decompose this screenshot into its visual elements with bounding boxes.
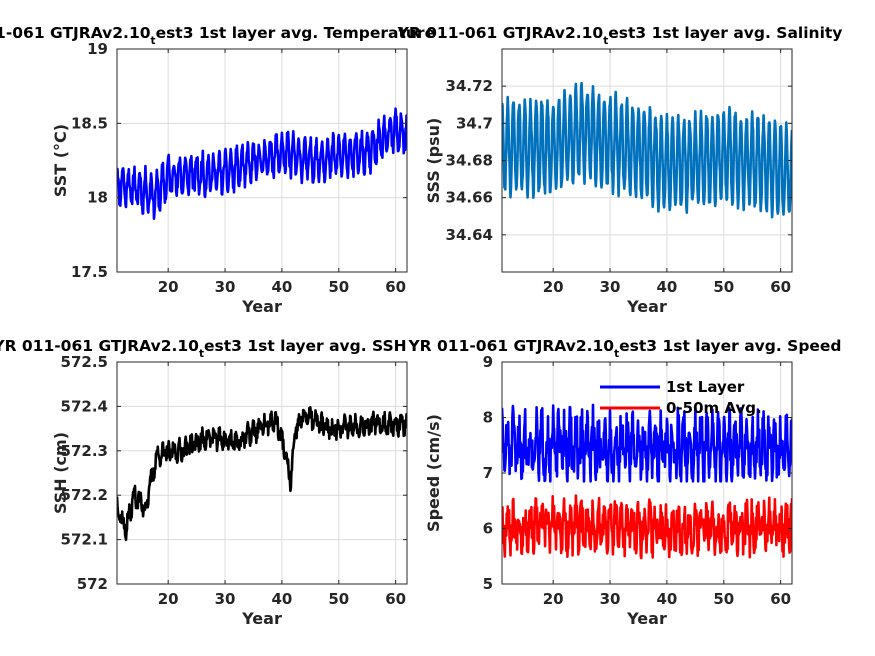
chart-title: YR 011-061 GTJRAv2.10test3 1st layer avg…	[407, 337, 841, 360]
chart-title-main: YR 011-061 GTJRAv2.10	[0, 24, 151, 42]
chart-title-main: YR 011-061 GTJRAv2.10	[407, 337, 614, 355]
series-line-2	[502, 494, 792, 560]
chart-panel-3: 20 30 40 50 60 572 572.1 572.2 572.3 572.4 572.5 Ye…	[0, 337, 408, 628]
chart-panel-2: 20 30 40 50 60 34.64 34.66 34.68 34.7 34.72 Year SS…	[397, 24, 843, 316]
x-tick-label: 40	[656, 278, 677, 296]
y-tick-label: 572.3	[61, 442, 108, 460]
y-tick-label: 9	[483, 353, 493, 371]
x-tick-label: 40	[271, 278, 292, 296]
chart-title-subscript: t	[151, 35, 156, 47]
y-tick-label: 572.2	[61, 486, 108, 504]
x-tick-label: 30	[600, 590, 621, 608]
chart-title-main: YR 011-061 GTJRAv2.10	[0, 337, 199, 355]
y-tick-label: 34.72	[446, 77, 493, 95]
x-tick-label: 30	[215, 278, 236, 296]
plot-area	[117, 362, 407, 584]
y-axis-label: SSS (psu)	[424, 118, 443, 204]
x-tick-label: 60	[770, 590, 791, 608]
y-tick-label: 572.4	[61, 397, 108, 415]
x-tick-label: 40	[271, 590, 292, 608]
y-tick-label: 17.5	[71, 263, 108, 281]
y-tick-label: 34.7	[456, 114, 493, 132]
y-tick-label: 7	[483, 464, 493, 482]
y-tick-label: 34.68	[446, 152, 493, 170]
chart-title-rest: est3 1st layer avg. Temperature	[156, 24, 436, 42]
x-tick-label: 50	[713, 590, 734, 608]
legend-label-2: 0-50m Avg.	[666, 399, 762, 417]
y-axis-label: SST (°C)	[51, 124, 70, 197]
series-line-1	[117, 107, 407, 220]
y-tick-label: 34.64	[446, 226, 493, 244]
y-axis-label: SSH (cm)	[51, 432, 70, 514]
chart-title-subscript: t	[199, 348, 204, 360]
series-line-1	[502, 81, 792, 219]
chart-panel-4: 20 30 40 50 60 5 6 7 8 9 Year Speed (cm/s) YR 011-06…	[407, 337, 841, 628]
chart-title-rest: est3 1st layer avg. SSH	[204, 337, 407, 355]
x-tick-label: 50	[328, 590, 349, 608]
y-tick-label: 18.5	[71, 114, 108, 132]
legend: 1st Layer 0-50m Avg.	[600, 378, 762, 417]
x-axis-label: Year	[626, 297, 667, 316]
x-axis-label: Year	[241, 297, 282, 316]
y-tick-label: 5	[483, 575, 493, 593]
chart-title-rest: est3 1st layer avg. Salinity	[608, 24, 842, 42]
legend-label-1: 1st Layer	[666, 378, 745, 396]
x-tick-label: 20	[543, 590, 564, 608]
y-axis-label: Speed (cm/s)	[424, 414, 443, 532]
series-line-1	[502, 403, 792, 483]
axes-box	[116, 361, 408, 585]
y-tick-label: 572.5	[61, 353, 108, 371]
x-axis-label: Year	[241, 609, 282, 628]
x-tick-label: 20	[158, 278, 179, 296]
y-tick-label: 6	[483, 520, 493, 538]
chart-panel-1: 20 30 40 50 60 17.5 18 18.5 19 Year SST (°C) YR 011…	[0, 24, 435, 316]
chart-title: YR 011-061 GTJRAv2.10test3 1st layer avg…	[397, 24, 843, 47]
chart-title: YR 011-061 GTJRAv2.10test3 1st layer avg…	[0, 24, 435, 47]
chart-title-main: YR 011-061 GTJRAv2.10	[397, 24, 604, 42]
chart-title-rest: est3 1st layer avg. Speed	[619, 337, 841, 355]
axes-box	[116, 48, 408, 273]
x-tick-label: 60	[385, 278, 406, 296]
x-tick-label: 40	[656, 590, 677, 608]
y-tick-label: 8	[483, 409, 493, 427]
x-tick-label: 50	[713, 278, 734, 296]
x-tick-label: 50	[328, 278, 349, 296]
x-tick-label: 30	[600, 278, 621, 296]
x-tick-label: 20	[543, 278, 564, 296]
x-tick-label: 60	[385, 590, 406, 608]
series-line-1	[117, 405, 407, 542]
x-tick-label: 30	[215, 590, 236, 608]
chart-title-subscript: t	[614, 348, 619, 360]
x-axis-label: Year	[626, 609, 667, 628]
x-tick-label: 60	[770, 278, 791, 296]
chart-title-subscript: t	[603, 35, 608, 47]
y-tick-label: 572.1	[61, 531, 108, 549]
chart-title: YR 011-061 GTJRAv2.10test3 1st layer avg…	[0, 337, 407, 360]
y-tick-label: 18	[87, 189, 108, 207]
y-tick-label: 572	[77, 575, 108, 593]
y-tick-label: 19	[87, 40, 108, 58]
x-tick-label: 20	[158, 590, 179, 608]
y-tick-label: 34.66	[446, 189, 493, 207]
